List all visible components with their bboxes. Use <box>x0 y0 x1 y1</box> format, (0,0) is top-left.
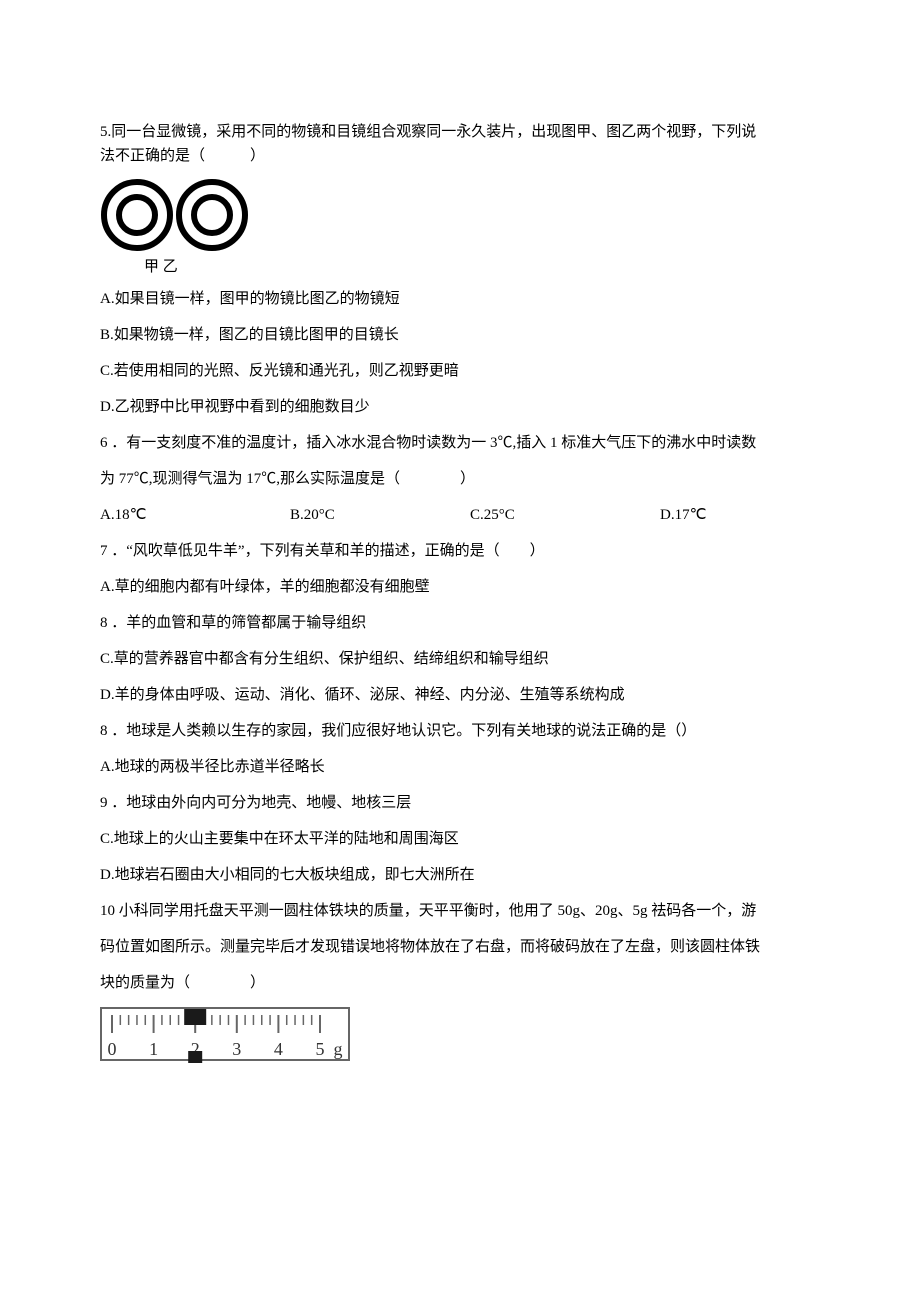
q8-option-a: A.地球的两极半径比赤道半径略长 <box>100 749 820 785</box>
q5-option-b: B.如果物镜一样，图乙的目镜比图甲的目镜长 <box>100 317 820 353</box>
q5-figure-caption: 甲 乙 <box>144 254 820 281</box>
q6-option-b: B.20°C <box>290 497 470 533</box>
q10-ruler-figure: 012345g <box>100 1007 820 1065</box>
q6-option-d: D.17℃ <box>660 497 780 533</box>
q10-stem-line1: 10 小科同学用托盘天平测一圆柱体铁块的质量，天平平衡时，他用了 50g、20g… <box>100 893 820 929</box>
q7-option-d: D.羊的身体由呼吸、运动、消化、循环、泌尿、神经、内分泌、生殖等系统构成 <box>100 677 820 713</box>
q6-option-c: C.25°C <box>470 497 660 533</box>
q7-stem: 7 ．“风吹草低见牛羊”，下列有关草和羊的描述，正确的是（ ） <box>100 533 820 569</box>
q6-stem-line2: 为 77℃,现测得气温为 17℃,那么实际温度是（ ） <box>100 461 820 497</box>
q5-option-d: D.乙视野中比甲视野中看到的细胞数目少 <box>100 389 820 425</box>
q5-stem-line2: 法不正确的是（ ） <box>100 144 820 168</box>
q7-option-c: C.草的营养器官中都含有分生组织、保护组织、结缔组织和输导组织 <box>100 641 820 677</box>
q8-option-d: D.地球岩石圈由大小相同的七大板块组成，即七大洲所在 <box>100 857 820 893</box>
q7-option-b: 8 ．羊的血管和草的筛管都属于输导组织 <box>100 605 820 641</box>
q8-stem: 8 ．地球是人类赖以生存的家园，我们应很好地认识它。下列有关地球的说法正确的是（… <box>100 713 820 749</box>
q5-option-c: C.若使用相同的光照、反光镜和通光孔，则乙视野更暗 <box>100 353 820 389</box>
svg-text:1: 1 <box>149 1039 158 1059</box>
q6-option-a: A.18℃ <box>100 497 290 533</box>
q5-figure <box>100 178 820 252</box>
q10-stem-line2: 码位置如图所示。测量完毕后才发现错误地将物体放在了右盘，而将破码放在了左盘，则该… <box>100 929 820 965</box>
svg-text:4: 4 <box>274 1039 283 1059</box>
q8-option-c: C.地球上的火山主要集中在环太平洋的陆地和周围海区 <box>100 821 820 857</box>
q5-stem-line1: 5.同一台显微镜，采用不同的物镜和目镜组合观察同一永久装片，出现图甲、图乙两个视… <box>100 120 820 144</box>
svg-text:0: 0 <box>108 1039 117 1059</box>
q10-stem-line3: 块的质量为（ ） <box>100 965 820 1001</box>
q8-option-b: 9 ．地球由外向内可分为地壳、地幔、地核三层 <box>100 785 820 821</box>
q7-option-a: A.草的细胞内都有叶绿体，羊的细胞都没有细胞壁 <box>100 569 820 605</box>
q5-option-a: A.如果目镜一样，图甲的物镜比图乙的物镜短 <box>100 281 820 317</box>
q6-stem-line1: 6 ．有一支刻度不准的温度计，插入冰水混合物时读数为一 3℃,插入 1 标准大气… <box>100 425 820 461</box>
svg-text:3: 3 <box>232 1039 241 1059</box>
svg-text:5: 5 <box>316 1039 325 1059</box>
q6-options: A.18℃ B.20°C C.25°C D.17℃ <box>100 497 820 533</box>
svg-text:g: g <box>334 1039 343 1059</box>
